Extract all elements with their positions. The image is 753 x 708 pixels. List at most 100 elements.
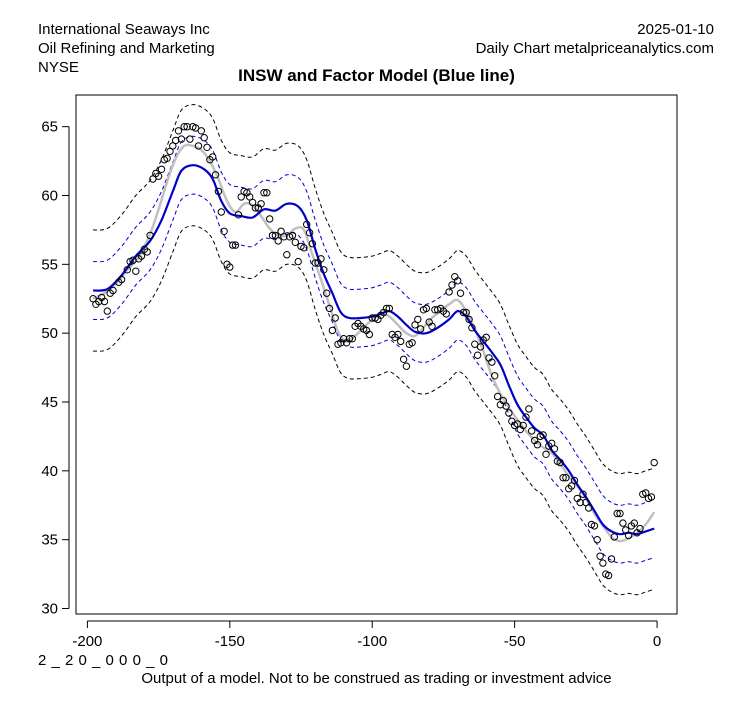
inner-band-lower [93, 193, 655, 564]
price-point [246, 193, 254, 201]
price-point [194, 142, 203, 150]
price-point [556, 458, 564, 467]
price-point [408, 339, 416, 347]
plot-frame [75, 94, 678, 615]
price-point [550, 445, 559, 453]
price-point [607, 555, 616, 563]
price-point [585, 504, 593, 512]
price-point [476, 343, 485, 351]
price-point [559, 474, 567, 482]
price-point [100, 297, 109, 306]
exchange-label: NYSE [38, 59, 79, 76]
price-point [382, 304, 391, 313]
price-point [214, 187, 223, 196]
price-point [385, 304, 393, 313]
price-point [402, 362, 411, 370]
price-point [191, 124, 200, 132]
price-point [445, 288, 453, 296]
price-point [177, 135, 186, 143]
price-point [624, 531, 633, 540]
price-point [260, 189, 268, 197]
price-point [599, 559, 607, 567]
factor-model-line [93, 164, 655, 536]
price-point [468, 324, 476, 332]
price-point [519, 421, 527, 430]
price-point [231, 241, 240, 249]
price-point [399, 355, 408, 363]
price-point [320, 266, 328, 274]
price-point [137, 252, 146, 260]
price-point [579, 490, 587, 498]
price-point [203, 143, 211, 152]
price-point [502, 402, 510, 410]
price-point [604, 571, 613, 580]
price-point [328, 326, 337, 335]
outer-band-lower [93, 225, 655, 596]
price-point [288, 231, 297, 240]
price-point [488, 358, 496, 366]
price-point [505, 409, 513, 417]
y-tick-label: 40 [41, 463, 58, 480]
price-point [454, 277, 462, 285]
price-point [237, 193, 245, 201]
price-point [163, 154, 171, 163]
price-point [576, 498, 584, 507]
price-point [220, 227, 228, 236]
price-point [522, 413, 530, 421]
model-code: 2 _ 2 0 _ 0 0 0 _ 0 [38, 652, 169, 669]
price-point [525, 405, 533, 413]
price-point [596, 552, 604, 560]
price-point [650, 458, 658, 467]
price-point [616, 509, 624, 518]
price-point [422, 304, 430, 313]
price-point [493, 392, 502, 401]
price-point [348, 335, 356, 343]
chart-source: Daily Chart metalpriceanalytics.com [475, 40, 714, 57]
price-point [169, 142, 177, 150]
y-tick-label: 35 [41, 532, 58, 549]
price-point [331, 314, 339, 322]
y-tick-label: 45 [41, 394, 58, 411]
x-tick-label: -200 [72, 633, 102, 650]
price-point [103, 307, 112, 315]
price-point [622, 526, 630, 534]
price-point [416, 325, 425, 333]
price-point [132, 267, 140, 275]
price-point [397, 337, 405, 346]
price-point [174, 127, 183, 135]
price-point [630, 519, 638, 527]
price-point [123, 266, 132, 274]
price-point [456, 289, 465, 297]
x-tick-label: -100 [357, 633, 387, 650]
price-point [186, 135, 194, 143]
price-point [613, 509, 621, 518]
header-right: 2025-01-10 Daily Chart metalpriceanalyti… [476, 20, 714, 58]
price-point [294, 257, 302, 266]
y-tick-label: 30 [41, 600, 58, 617]
price-point [180, 123, 188, 131]
price-point [211, 171, 220, 179]
price-point [394, 330, 402, 339]
price-point [266, 215, 274, 223]
outer-band-upper [93, 104, 655, 475]
x-tick-label: -150 [215, 633, 245, 650]
price-point [636, 524, 644, 533]
price-point [197, 127, 206, 135]
price-point [229, 241, 237, 249]
price-point [251, 204, 260, 212]
price-point [149, 175, 157, 183]
price-point [311, 259, 319, 267]
y-tick-label: 65 [41, 119, 58, 136]
price-point [323, 289, 331, 297]
price-point [345, 335, 354, 343]
price-point [567, 482, 576, 490]
price-point [305, 229, 314, 237]
price-point [619, 519, 627, 527]
price-point [365, 330, 374, 339]
price-point [283, 251, 291, 259]
price-point [593, 536, 601, 544]
price-point [542, 450, 550, 458]
price-point [462, 308, 470, 317]
price-point [473, 351, 482, 359]
